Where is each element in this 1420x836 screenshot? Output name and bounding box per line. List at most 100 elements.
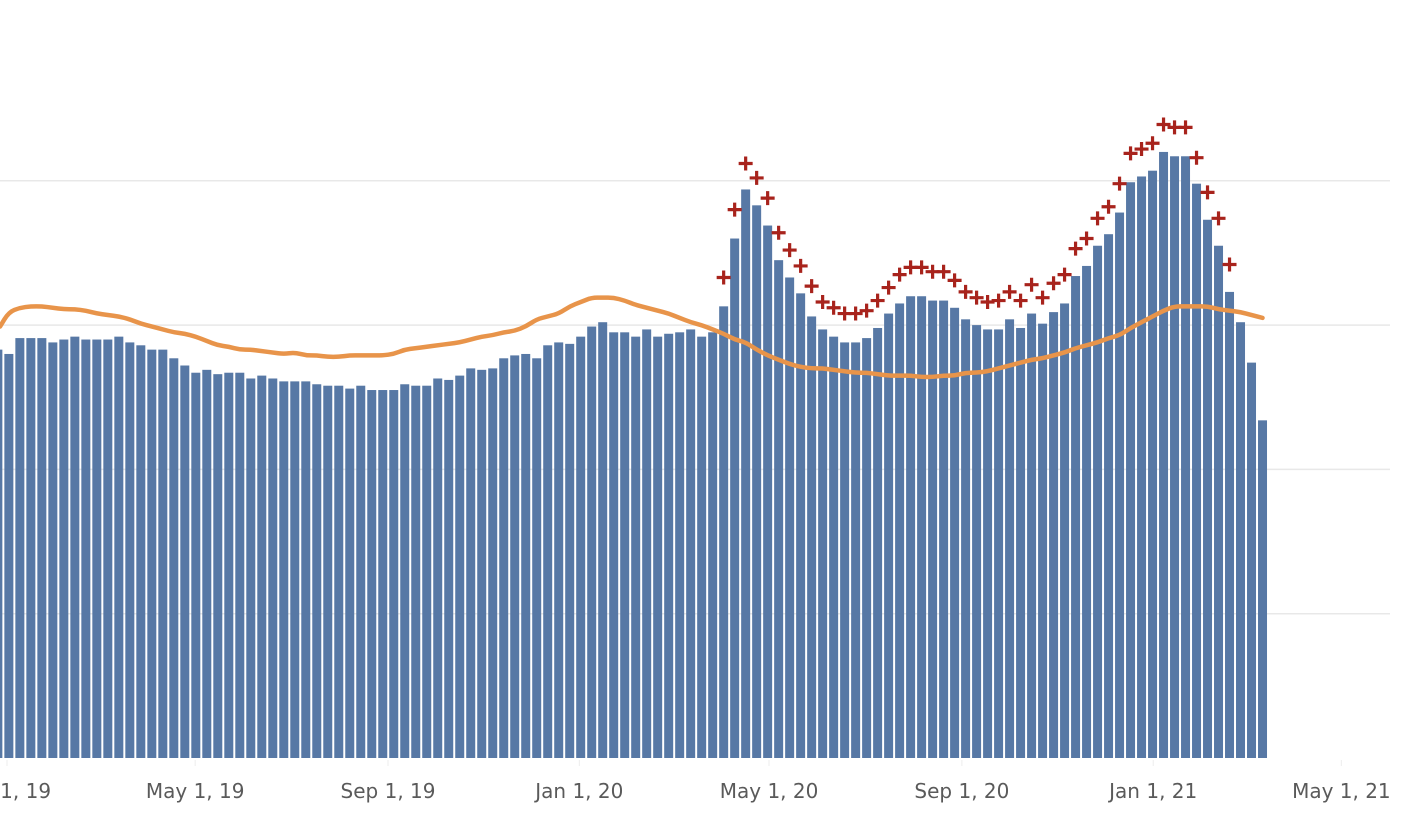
plus-marker	[969, 290, 984, 305]
plus-marker	[1068, 241, 1083, 256]
bar	[730, 238, 740, 758]
bar	[741, 189, 751, 758]
bar	[785, 277, 795, 758]
bar	[422, 385, 432, 758]
x-tick-label: Sep 1, 19	[341, 779, 436, 803]
plus-marker	[848, 306, 863, 321]
bar	[1192, 183, 1202, 758]
bar	[4, 353, 14, 758]
bar	[972, 325, 982, 758]
bar	[92, 339, 102, 758]
bar	[1071, 276, 1081, 758]
bar	[334, 385, 344, 758]
bar	[312, 384, 322, 758]
bar	[136, 345, 146, 758]
bar	[499, 358, 509, 758]
bar	[873, 327, 883, 758]
plus-marker	[1101, 199, 1116, 214]
bar	[1148, 170, 1158, 759]
plus-marker	[870, 293, 885, 308]
bar	[675, 332, 685, 758]
bar	[433, 378, 443, 758]
x-tick-label: May 1, 19	[146, 779, 245, 803]
plus-marker	[738, 156, 753, 171]
bar	[763, 225, 773, 758]
plus-marker	[826, 300, 841, 315]
plus-marker	[936, 264, 951, 279]
bar	[1049, 312, 1059, 758]
bar	[1016, 327, 1026, 758]
bar	[961, 319, 971, 758]
bar	[928, 300, 938, 758]
bar-series	[0, 151, 1268, 759]
plus-marker	[1090, 211, 1105, 226]
plus-marker	[1046, 276, 1061, 291]
plus-marker	[1145, 136, 1160, 151]
plus-marker	[716, 270, 731, 285]
bar	[565, 343, 575, 758]
bar	[246, 378, 256, 758]
bar	[48, 342, 58, 758]
bar	[191, 372, 201, 758]
bar	[1225, 291, 1235, 758]
bar	[180, 365, 190, 758]
bar	[576, 336, 586, 758]
x-tick-label: Jan 1, 20	[533, 779, 623, 803]
bar	[15, 338, 25, 758]
bar	[301, 381, 311, 758]
bar	[158, 349, 168, 758]
bar	[895, 303, 905, 758]
bar	[950, 307, 960, 758]
x-tick-label: May 1, 21	[1292, 779, 1391, 803]
bar	[1115, 212, 1125, 758]
bar	[202, 369, 212, 758]
bar	[620, 332, 630, 758]
bar	[455, 375, 465, 758]
bar	[1214, 245, 1224, 759]
plus-marker	[804, 279, 819, 294]
bar	[1258, 420, 1268, 758]
bar	[521, 353, 531, 758]
x-axis: Jan 1, 19 May 1, 19 Sep 1, 19 Jan 1, 20 May …	[0, 760, 1391, 803]
plus-marker	[771, 225, 786, 240]
bar	[37, 338, 47, 758]
bar	[444, 379, 454, 758]
marker-series	[716, 117, 1237, 321]
bar	[356, 385, 366, 758]
bar	[488, 368, 498, 758]
plus-marker	[1156, 117, 1171, 132]
bar	[345, 388, 355, 758]
bar	[554, 342, 564, 758]
plus-marker	[1057, 267, 1072, 282]
plus-marker	[1200, 185, 1215, 200]
bar	[532, 358, 542, 758]
bar	[917, 296, 927, 758]
bar	[26, 338, 36, 758]
bar	[983, 329, 993, 758]
bar	[862, 338, 872, 758]
bar	[378, 390, 388, 758]
bar	[389, 390, 399, 758]
bar	[686, 329, 696, 758]
bar	[664, 333, 674, 758]
trend-line-series	[0, 295, 1265, 380]
bar	[367, 390, 377, 758]
plus-marker	[1013, 293, 1028, 308]
bar	[103, 339, 113, 758]
bar	[224, 372, 234, 758]
bar	[807, 316, 817, 758]
plus-marker	[991, 293, 1006, 308]
bar	[59, 339, 69, 758]
bar	[400, 384, 410, 758]
bar	[1093, 245, 1103, 759]
bar	[169, 358, 179, 758]
bar	[774, 260, 784, 758]
bar	[642, 329, 652, 758]
bar	[1027, 313, 1037, 758]
plus-marker	[1024, 277, 1039, 292]
plus-marker	[1189, 150, 1204, 165]
bar	[81, 339, 91, 758]
bar	[1203, 219, 1213, 759]
bar	[0, 349, 3, 758]
